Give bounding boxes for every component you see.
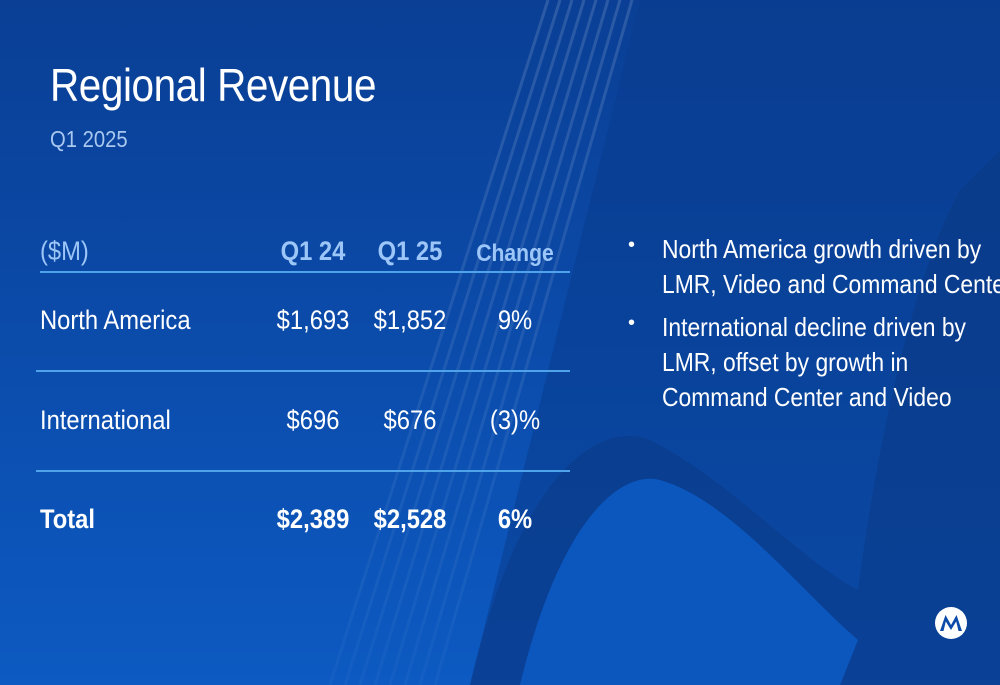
row-divider <box>36 370 570 372</box>
motorola-logo-icon <box>935 607 967 639</box>
value-q1-24: $1,693 <box>276 305 350 335</box>
column-header-unit: ($M) <box>40 236 89 266</box>
value-q1-25: $676 <box>383 405 437 435</box>
value-q1-25: $2,528 <box>373 504 447 534</box>
bullet-text: International decline driven by LMR, off… <box>662 312 966 412</box>
value-change: (3)% <box>489 405 541 435</box>
bullet-list: • North America growth driven by LMR, Vi… <box>628 232 1000 423</box>
bullet-text: North America growth driven by LMR, Vide… <box>662 234 1000 299</box>
row-divider <box>36 470 570 472</box>
column-header-q1-24: Q1 24 <box>280 236 346 266</box>
value-change: 6% <box>497 504 533 534</box>
slide-subtitle: Q1 2025 <box>50 126 128 152</box>
region-label: Total <box>40 504 95 534</box>
bullet-item: • International decline driven by LMR, o… <box>628 310 988 415</box>
header-divider <box>40 271 570 273</box>
value-q1-24: $696 <box>286 405 340 435</box>
value-q1-24: $2,389 <box>276 504 350 534</box>
region-label: North America <box>40 305 191 335</box>
bullet-marker: • <box>628 312 636 334</box>
column-header-q1-25: Q1 25 <box>377 236 443 266</box>
column-header-change: Change <box>476 240 554 267</box>
value-q1-25: $1,852 <box>373 305 447 335</box>
region-label: International <box>40 405 171 435</box>
slide-title: Regional Revenue <box>50 59 377 111</box>
bullet-item: • North America growth driven by LMR, Vi… <box>628 232 1000 302</box>
value-change: 9% <box>497 305 533 335</box>
bullet-marker: • <box>628 234 636 256</box>
